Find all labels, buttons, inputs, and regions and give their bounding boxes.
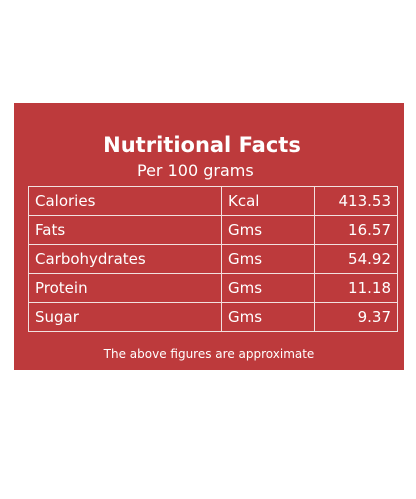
subtitle: Per 100 grams [137,161,254,180]
table-row: Fats Gms 16.57 [28,215,398,245]
unit: Kcal [221,186,315,216]
unit: Gms [221,244,315,274]
amount: 54.92 [314,244,398,274]
amount: 9.37 [314,302,398,332]
nutrient-name: Carbohydrates [28,244,222,274]
amount: 11.18 [314,273,398,303]
nutrient-name: Sugar [28,302,222,332]
amount: 413.53 [314,186,398,216]
nutrition-table: Calories Kcal 413.53 Fats Gms 16.57 Carbohydra… [28,186,398,332]
unit: Gms [221,215,315,245]
nutrient-name: Calories [28,186,222,216]
amount: 16.57 [314,215,398,245]
title: Nutritional Facts [103,133,301,157]
unit: Gms [221,273,315,303]
nutrient-name: Fats [28,215,222,245]
table-row: Sugar Gms 9.37 [28,302,398,332]
table-body: Calories Kcal 413.53 Fats Gms 16.57 Carbohydra… [28,186,398,332]
footer-note: The above figures are approximate [103,347,315,361]
nutrient-name: Protein [28,273,222,303]
label-panel: Nutritional Facts Per 100 grams Calories… [14,103,404,370]
table-row: Carbohydrates Gms 54.92 [28,244,398,274]
table-row: Calories Kcal 413.53 [28,186,398,216]
unit: Gms [221,302,315,332]
table-row: Protein Gms 11.18 [28,273,398,303]
